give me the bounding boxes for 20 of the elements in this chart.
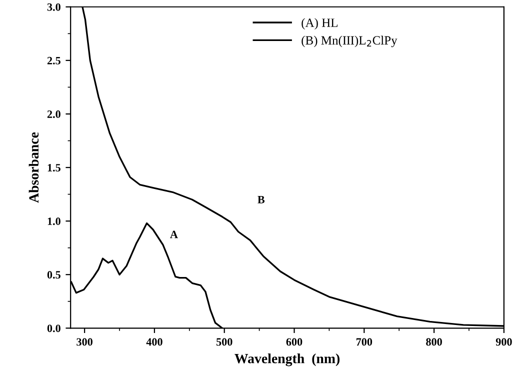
x-tick-label: 500 [216,338,232,346]
legend-label: (B) Mn(III)L$_{2}$ClPy [302,36,398,48]
annotation: B [258,196,265,204]
y-tick-label: 3.0 [47,3,60,11]
x-axis-title: Wavelength (nm) [234,353,340,366]
annotation: A [170,230,178,238]
x-tick-label: 800 [426,338,442,346]
y-tick-label: 0.5 [47,271,60,279]
y-tick-label: 0.0 [47,324,60,332]
y-tick-label: 2.5 [47,56,60,64]
x-tick-label: 700 [356,338,372,346]
legend-label: (A) HL [302,18,338,30]
y-tick-label: 1.0 [48,218,60,226]
y-axis-title: Absorbance [28,132,39,203]
x-tick-label: 400 [146,338,162,346]
y-tick-label: 1.5 [48,164,60,172]
x-tick-label: 600 [286,338,302,346]
x-tick-label: 900 [496,338,512,346]
x-tick-label: 300 [76,338,92,346]
y-tick-label: 2.0 [47,110,60,118]
